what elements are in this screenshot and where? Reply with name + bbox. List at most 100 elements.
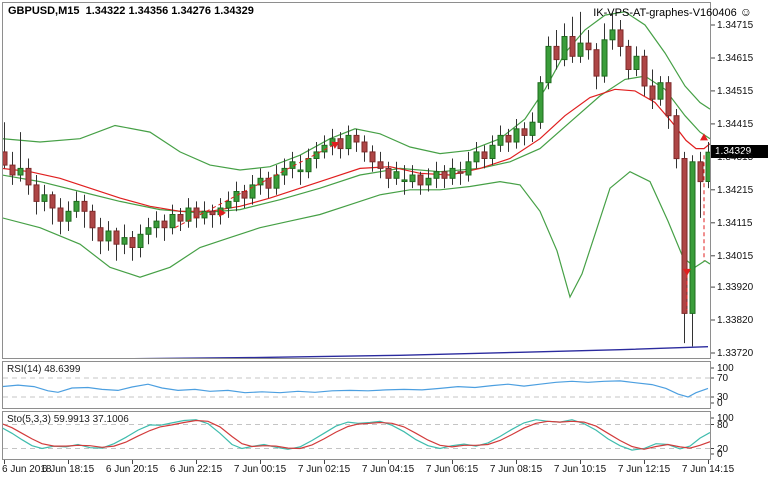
candle-bull: [601, 39, 608, 77]
time-axis-label: 6 Jun 2018: [2, 464, 52, 475]
candle-bear: [33, 184, 40, 202]
candle-bull: [465, 161, 472, 176]
time-axis-label: 7 Jun 04:15: [361, 464, 415, 475]
bollinger-upper-line: [3, 11, 710, 171]
candle-bull: [65, 210, 72, 222]
candle-bull: [137, 233, 144, 249]
candle-bull: [561, 36, 568, 61]
candle-bull: [105, 230, 112, 242]
candle-bull: [249, 184, 256, 199]
main-chart-panel[interactable]: [2, 2, 711, 359]
stochastic-line-1: [3, 419, 710, 451]
candle-bull: [425, 177, 432, 186]
candle-bear: [129, 237, 136, 249]
candle-bear: [617, 29, 624, 47]
stochastic-panel[interactable]: [2, 411, 711, 460]
rsi-panel[interactable]: [2, 361, 711, 409]
candle-bear: [161, 220, 168, 229]
stochastic-plot[interactable]: [2, 419, 710, 451]
main-chart[interactable]: [2, 11, 711, 360]
candle-bear: [697, 161, 704, 183]
time-axis-label: 7 Jun 02:15: [297, 464, 351, 475]
candle-bear: [353, 134, 360, 143]
candle-bull: [225, 200, 232, 209]
candle-bull: [233, 191, 240, 202]
candle-bull: [73, 200, 80, 212]
price-axis-label: 1.33720: [717, 348, 754, 359]
rsi-axis-label: 70: [717, 373, 729, 384]
candle-bull: [513, 128, 520, 143]
price-axis-label: 1.34215: [717, 184, 754, 196]
candle-bull: [545, 45, 552, 84]
candle-bull: [657, 82, 664, 100]
candle-bear: [385, 167, 392, 179]
candle-bear: [553, 45, 560, 61]
blue-trendline: [133, 346, 709, 358]
candle-bear: [441, 171, 448, 179]
candle-bear: [673, 115, 680, 160]
smiley-icon: ☺: [739, 5, 752, 19]
signal-arrow-up-icon: [700, 133, 708, 141]
green-ma-line: [3, 75, 710, 214]
candle-bear: [113, 230, 120, 245]
rsi-line-1: [3, 380, 709, 398]
rsi-indicator-label: RSI(14) 48.6399: [7, 364, 81, 375]
price-axis-label: 1.34615: [717, 52, 754, 64]
stochastic-axis-label: 20: [717, 443, 729, 455]
candle-bull: [273, 174, 280, 189]
trend-arrowhead-icon: [331, 141, 340, 149]
rsi-plot[interactable]: [2, 377, 710, 398]
candle-bull: [473, 151, 480, 163]
candle-bear: [569, 36, 576, 57]
candle-bull: [401, 179, 408, 182]
candle-bull: [41, 194, 48, 202]
candle-bear: [681, 158, 688, 314]
candle-bear: [417, 174, 424, 186]
candle-bull: [705, 151, 710, 182]
candle-bull: [297, 169, 304, 173]
price-axis-label: 1.34715: [717, 20, 754, 31]
candle-bear: [481, 151, 488, 159]
candle-bull: [145, 227, 152, 235]
candle-bear: [369, 151, 376, 163]
candle-bull: [537, 82, 544, 123]
candle-bear: [81, 200, 88, 212]
candle-bear: [97, 227, 104, 242]
price-axis-label: 1.34515: [717, 85, 754, 97]
candle-bear: [593, 49, 600, 77]
watermark-text: IK-VPS-AT-graphes-V160406: [593, 7, 737, 19]
time-axis-label: 7 Jun 10:15: [553, 464, 607, 475]
time-axis-label: 7 Jun 08:15: [489, 464, 543, 475]
candle-bull: [633, 55, 640, 70]
time-axis-label: 6 Jun 20:15: [105, 464, 159, 475]
candle-bear: [377, 161, 384, 169]
current-price-tag: 1.34329: [711, 145, 768, 158]
candle-bull: [689, 161, 696, 314]
time-axis-label: 6 Jun 18:15: [41, 464, 95, 475]
candle-bear: [361, 141, 368, 153]
stochastic-line-2: [3, 419, 710, 450]
price-axis-label: 1.34015: [717, 250, 754, 262]
candle-bull: [529, 121, 536, 136]
time-axis-label: 7 Jun 14:15: [681, 464, 735, 475]
candle-bull: [489, 144, 496, 160]
chart-title: GBPUSD,M15 1.34322 1.34356 1.34276 1.343…: [8, 5, 254, 17]
price-axis-label: 1.34315: [717, 151, 754, 163]
candle-bear: [241, 191, 248, 199]
candle-bear: [625, 45, 632, 71]
candle-bull: [409, 174, 416, 183]
stochastic-indicator-label: Sto(5,3,3) 59.9913 37.1006: [7, 414, 129, 425]
candle-bear: [89, 210, 96, 229]
candle-bull: [305, 158, 312, 173]
candle-bear: [265, 177, 272, 189]
candle-bull: [345, 134, 352, 150]
candle-bull: [433, 171, 440, 179]
watermark: IK-VPS-AT-graphes-V160406 ☺: [593, 5, 752, 19]
signal-arrow-down-icon: [683, 268, 691, 276]
candle-bull: [393, 171, 400, 179]
candle-bull: [153, 220, 160, 229]
candle-bear: [649, 85, 656, 100]
candle-bear: [505, 134, 512, 143]
